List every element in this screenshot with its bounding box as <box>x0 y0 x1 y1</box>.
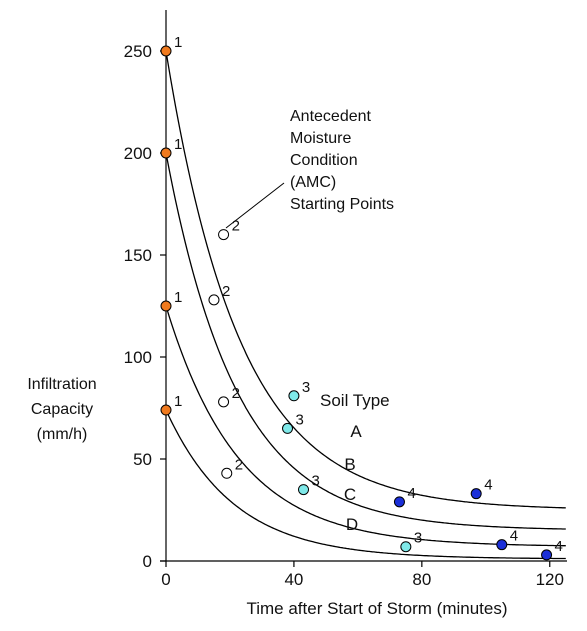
y-axis-label: Infiltration Capacity (mm/h) <box>27 376 96 443</box>
curve-c <box>165 305 566 547</box>
point-label-d-1: 1 <box>174 393 182 410</box>
amc-leader-line <box>225 182 285 229</box>
series-label-c: C <box>344 485 356 504</box>
points <box>160 45 553 561</box>
amc-line-1: Antecedent <box>290 108 372 125</box>
amc-line-3: Condition <box>290 152 358 169</box>
point-a-2 <box>218 229 230 241</box>
x-tick-label: 0 <box>161 570 170 589</box>
point-b-3 <box>282 422 294 434</box>
point-c-3 <box>298 484 310 496</box>
point-label-c-1: 1 <box>174 289 182 306</box>
series-label-a: A <box>350 422 362 441</box>
axes <box>160 10 567 562</box>
point-b-4 <box>393 496 405 508</box>
point-label-a-3: 3 <box>302 379 310 396</box>
y-axis-label-line-3: (mm/h) <box>37 426 88 443</box>
point-label-b-4: 4 <box>407 485 415 502</box>
y-tick-label: 200 <box>124 144 152 163</box>
point-c-2 <box>218 396 230 408</box>
amc-line-4: (AMC) <box>290 174 336 191</box>
curve-d <box>165 409 566 560</box>
point-d-1 <box>160 404 172 416</box>
point-label-d-4: 4 <box>555 538 563 555</box>
amc-annotation: Antecedent Moisture Condition (AMC) Star… <box>225 108 394 229</box>
legend-title: Soil Type <box>320 391 390 410</box>
y-axis-label-line-1: Infiltration <box>27 376 96 393</box>
x-tick-label: 120 <box>536 570 564 589</box>
point-label-a-4: 4 <box>484 477 492 494</box>
y-axis-label-line-2: Capacity <box>31 401 93 418</box>
point-b-2 <box>208 294 220 306</box>
y-tick-label: 150 <box>124 246 152 265</box>
point-label-a-1: 1 <box>174 34 182 51</box>
point-c-4 <box>496 539 508 551</box>
point-d-2 <box>221 467 233 479</box>
x-axis-label: Time after Start of Storm (minutes) <box>246 599 507 618</box>
y-tick-label: 250 <box>124 42 152 61</box>
point-label-b-1: 1 <box>174 136 182 153</box>
point-label-b-3: 3 <box>296 411 304 428</box>
point-a-3 <box>288 390 300 402</box>
point-label-c-3: 3 <box>312 473 320 490</box>
point-d-4 <box>541 549 553 561</box>
amc-line-5: Starting Points <box>290 196 394 213</box>
curve-b <box>165 152 566 530</box>
point-a-4 <box>470 488 482 500</box>
point-label-d-3: 3 <box>414 530 422 547</box>
point-a-1 <box>160 45 172 57</box>
x-tick-label: 40 <box>284 570 303 589</box>
point-c-1 <box>160 300 172 312</box>
x-tick-label: 80 <box>412 570 431 589</box>
labels: A 1 2 3 4 B 1 2 3 4 C 1 2 3 4 D 1 2 3 4 <box>174 34 563 555</box>
point-label-c-2: 2 <box>232 385 240 402</box>
point-b-1 <box>160 147 172 159</box>
point-label-b-2: 2 <box>222 283 230 300</box>
y-tick-label: 0 <box>143 552 152 571</box>
point-label-d-2: 2 <box>235 456 243 473</box>
point-label-a-2: 2 <box>232 218 240 235</box>
point-label-c-4: 4 <box>510 528 518 545</box>
y-ticks: 0 50 100 150 200 250 <box>124 42 166 571</box>
series-label-b: B <box>344 455 355 474</box>
y-tick-label: 100 <box>124 348 152 367</box>
point-d-3 <box>400 541 412 553</box>
x-ticks: 0 40 80 120 <box>161 561 564 589</box>
series-label-d: D <box>346 515 358 534</box>
curves <box>165 50 566 560</box>
curve-a <box>165 50 566 509</box>
y-tick-label: 50 <box>133 450 152 469</box>
amc-line-2: Moisture <box>290 130 351 147</box>
